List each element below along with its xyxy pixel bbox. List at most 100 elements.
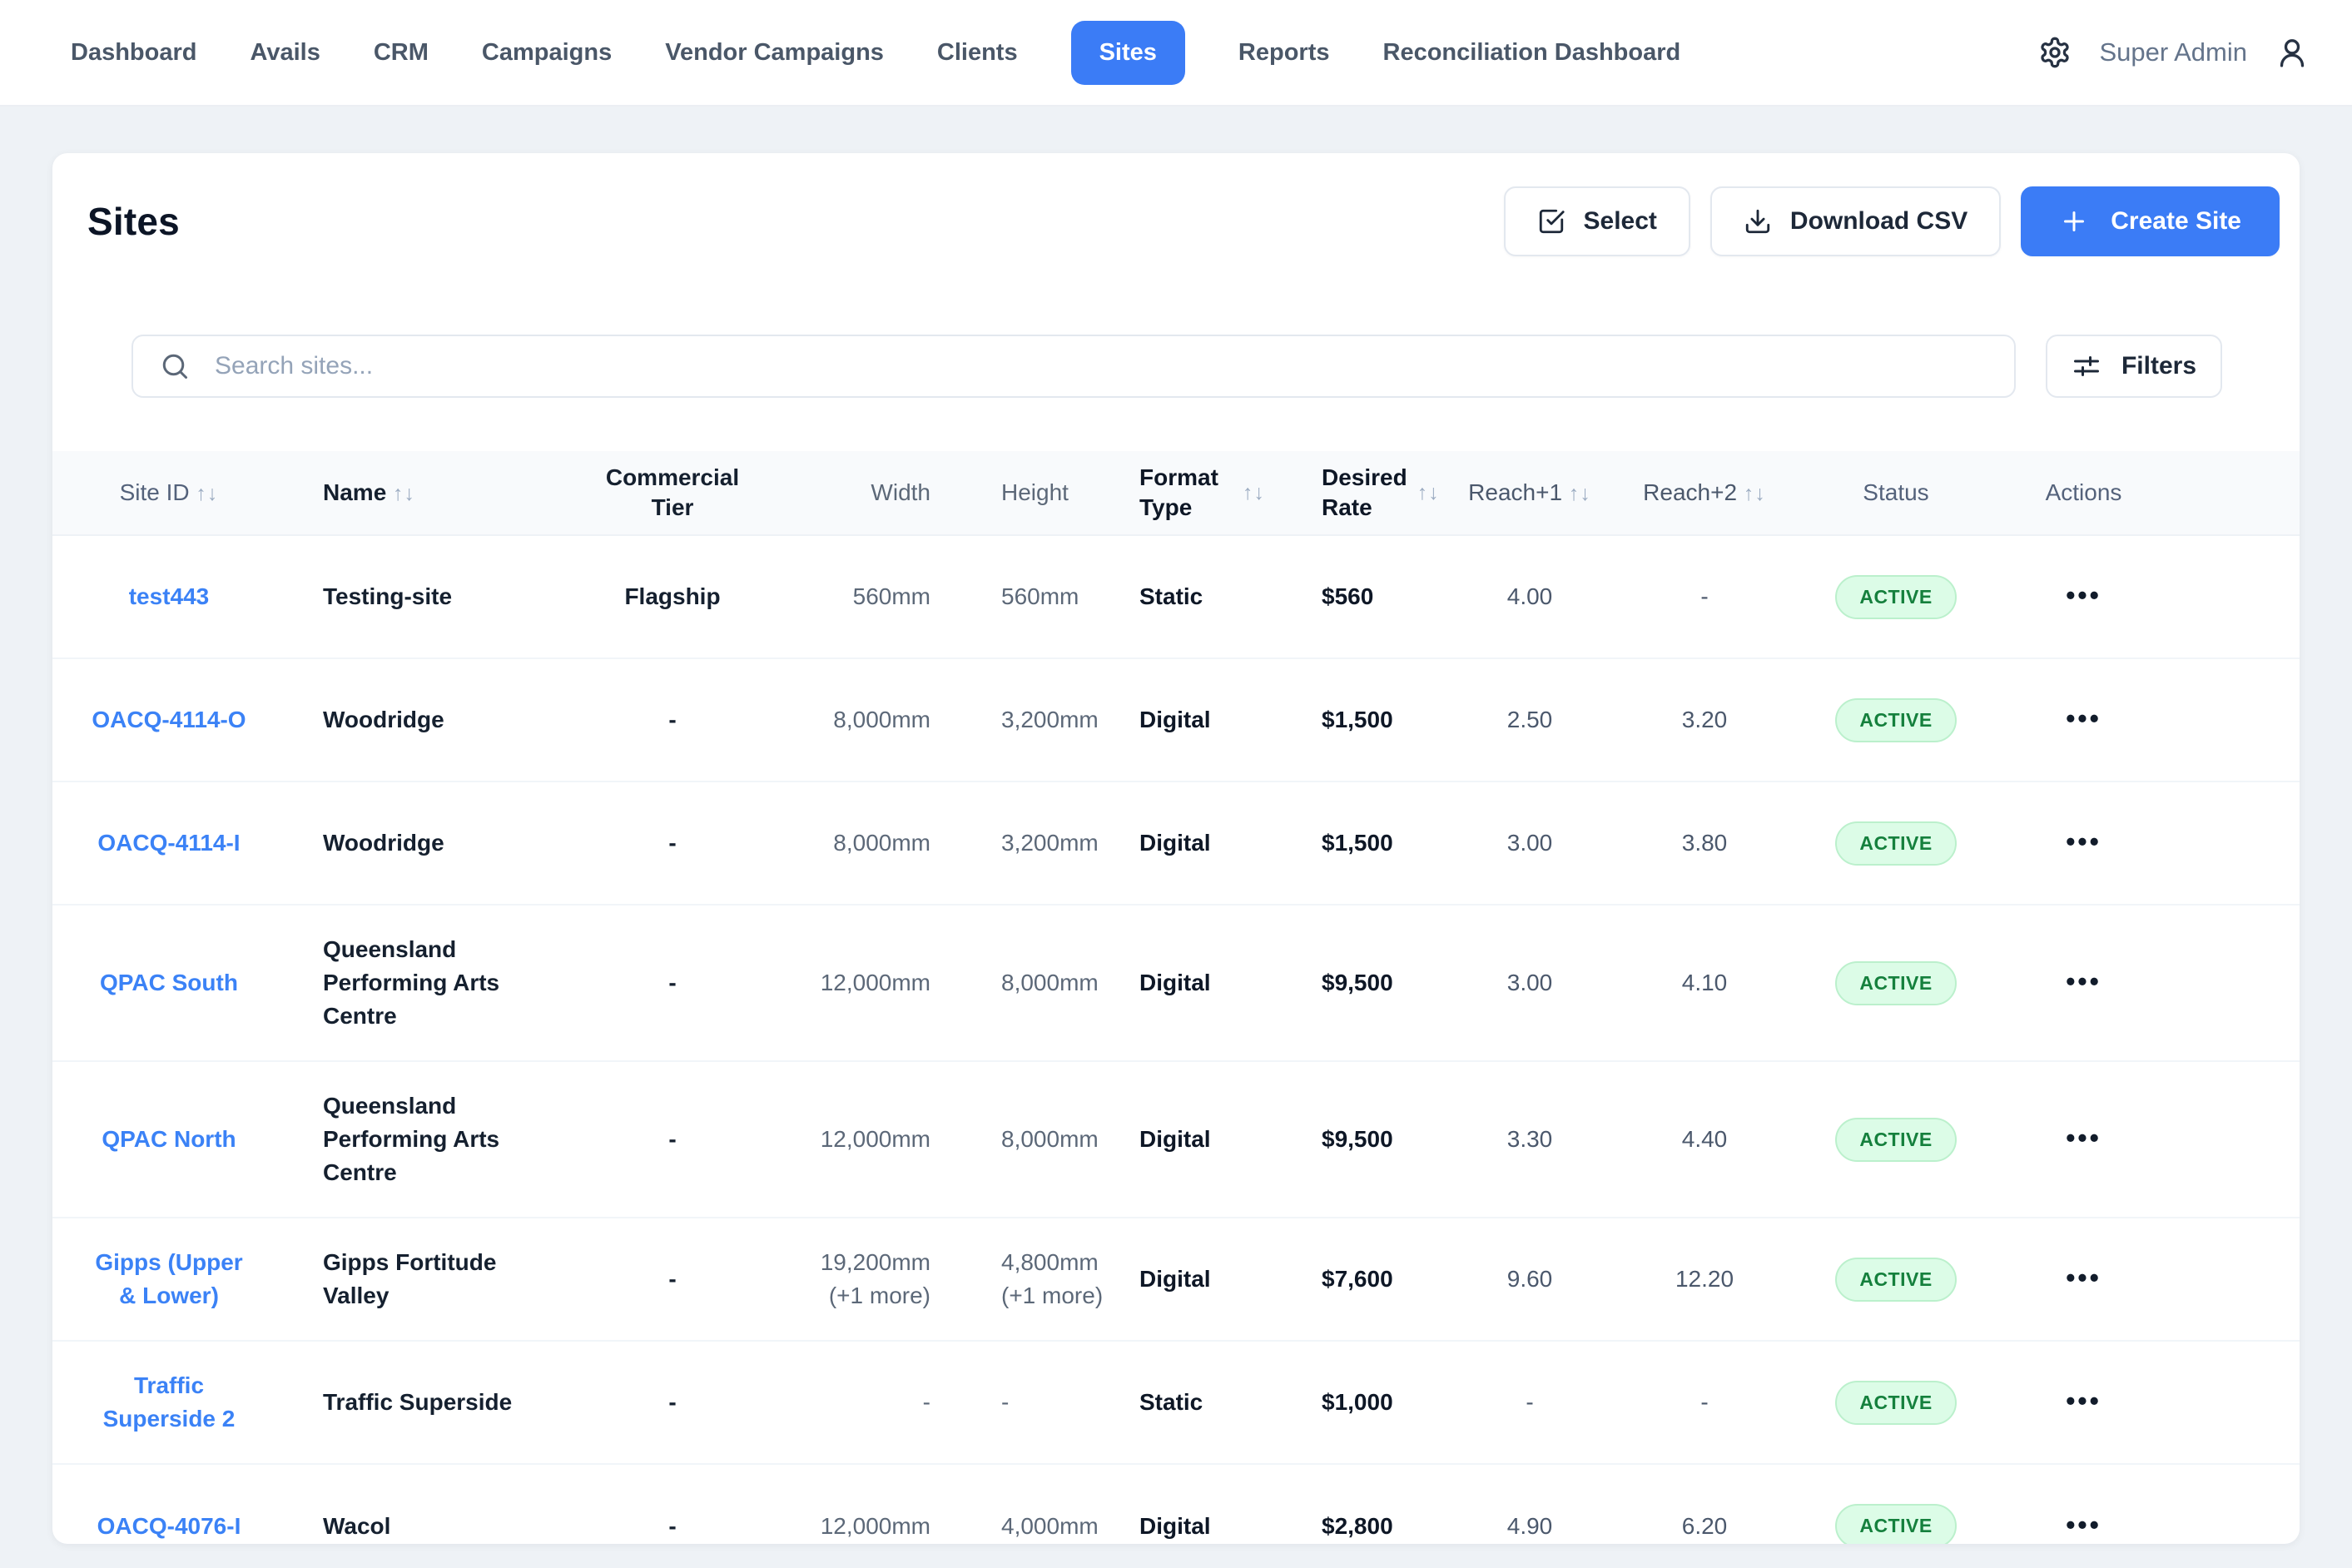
site-name: Traffic Superside	[323, 1389, 512, 1415]
reach-plus-2-value: 12.20	[1675, 1266, 1734, 1292]
format-type-value: Digital	[1139, 830, 1211, 856]
create-site-button[interactable]: Create Site	[2021, 186, 2280, 256]
site-name: Queensland Performing Arts Centre	[323, 1093, 499, 1185]
sort-icons[interactable]: ↑↓	[1744, 482, 1766, 505]
row-actions-ellipsis-icon[interactable]: •••	[2066, 1264, 2101, 1291]
row-actions-ellipsis-icon[interactable]: •••	[2066, 1387, 2101, 1414]
height-value: 8,000mm	[1001, 1123, 1099, 1156]
commercial-tier-value: -	[668, 1126, 676, 1152]
sort-icons[interactable]: ↑↓	[1569, 482, 1591, 505]
commercial-tier-value: -	[668, 1513, 676, 1539]
filters-sliders-icon	[2072, 351, 2101, 381]
desired-rate-value: $1,500	[1322, 830, 1393, 856]
site-id-link[interactable]: QPAC South	[100, 966, 238, 1000]
site-id-link[interactable]: OACQ-4114-I	[97, 826, 240, 860]
format-type-value: Digital	[1139, 970, 1211, 995]
settings-gear-icon[interactable]	[2038, 36, 2072, 69]
download-icon	[1744, 207, 1772, 236]
reach-plus-2-value: -	[1700, 583, 1708, 609]
format-type-value: Static	[1139, 1389, 1203, 1415]
commercial-tier-value: -	[668, 707, 676, 732]
filters-button[interactable]: Filters	[2046, 335, 2222, 398]
nav-item-sites[interactable]: Sites	[1071, 21, 1185, 85]
column-header-status: Status	[1796, 451, 1996, 535]
card-header: Sites Select Download CSV	[52, 153, 2300, 256]
width-extra: (+1 more)	[829, 1279, 930, 1312]
column-header-format-type[interactable]: Format Type ↑↓	[1126, 451, 1288, 535]
site-id-link[interactable]: QPAC North	[102, 1123, 236, 1156]
nav-item-avails[interactable]: Avails	[250, 39, 320, 67]
row-actions-ellipsis-icon[interactable]: •••	[2066, 1124, 2101, 1151]
sort-icons[interactable]: ↑↓	[393, 482, 415, 505]
nav-item-clients[interactable]: Clients	[937, 39, 1018, 67]
user-profile-icon[interactable]	[2275, 36, 2309, 69]
nav-item-reports[interactable]: Reports	[1238, 39, 1330, 67]
column-header-reach-plus-2[interactable]: Reach+2 ↑↓	[1613, 451, 1796, 535]
create-site-label: Create Site	[2111, 207, 2241, 236]
nav-user-area: Super Admin	[2038, 36, 2310, 69]
row-actions-ellipsis-icon[interactable]: •••	[2066, 1511, 2101, 1538]
nav-item-crm[interactable]: CRM	[374, 39, 429, 67]
sort-icons[interactable]: ↑↓	[1417, 478, 1440, 508]
status-badge: ACTIVE	[1835, 821, 1956, 866]
select-button-label: Select	[1584, 207, 1657, 236]
select-button[interactable]: Select	[1504, 186, 1690, 256]
status-badge: ACTIVE	[1835, 961, 1956, 1005]
width-value: 12,000mm	[821, 1510, 930, 1543]
row-actions-ellipsis-icon[interactable]: •••	[2066, 705, 2101, 732]
site-name: Testing-site	[323, 583, 452, 609]
reach-plus-2-value: 6.20	[1682, 1513, 1728, 1539]
site-id-link[interactable]: test443	[129, 580, 210, 613]
sort-icons[interactable]: ↑↓	[1243, 478, 1265, 508]
site-name: Queensland Performing Arts Centre	[323, 936, 499, 1029]
width-value: 12,000mm	[821, 966, 930, 1000]
row-actions-ellipsis-icon[interactable]: •••	[2066, 968, 2101, 995]
reach-plus-1-value: 9.60	[1507, 1266, 1553, 1292]
commercial-tier-value: -	[668, 1266, 676, 1292]
reach-plus-2-value: 3.80	[1682, 830, 1728, 856]
table-row: Traffic Superside 2 Traffic Superside - …	[52, 1341, 2300, 1464]
nav-item-reconciliation-dashboard[interactable]: Reconciliation Dashboard	[1383, 39, 1681, 67]
site-id-link[interactable]: Traffic Superside 2	[90, 1369, 248, 1436]
height-extra: (+1 more)	[1001, 1279, 1103, 1312]
site-id-link[interactable]: OACQ-4076-I	[97, 1510, 241, 1543]
nav-item-vendor-campaigns[interactable]: Vendor Campaigns	[665, 39, 884, 67]
site-id-link[interactable]: OACQ-4114-O	[92, 703, 246, 737]
filters-label: Filters	[2121, 352, 2196, 380]
reach-plus-1-value: 2.50	[1507, 707, 1553, 732]
desired-rate-value: $1,500	[1322, 707, 1393, 732]
row-actions-ellipsis-icon[interactable]: •••	[2066, 582, 2101, 608]
column-header-name[interactable]: Name ↑↓	[285, 451, 560, 535]
status-badge: ACTIVE	[1835, 698, 1956, 742]
nav-item-dashboard[interactable]: Dashboard	[71, 39, 196, 67]
download-csv-button[interactable]: Download CSV	[1710, 186, 2001, 256]
status-badge: ACTIVE	[1835, 1258, 1956, 1302]
height-value: 4,000mm	[1001, 1510, 1099, 1543]
sort-icons[interactable]: ↑↓	[196, 482, 218, 505]
column-header-site-id[interactable]: Site ID ↑↓	[52, 451, 285, 535]
site-name: Woodridge	[323, 830, 444, 856]
commercial-tier-value: Flagship	[624, 583, 720, 609]
column-header-reach-plus-1[interactable]: Reach+1 ↑↓	[1446, 451, 1613, 535]
width-value: 19,200mm	[821, 1246, 930, 1279]
desired-rate-value: $9,500	[1322, 1126, 1393, 1152]
table-row: QPAC North Queensland Performing Arts Ce…	[52, 1061, 2300, 1218]
site-id-link[interactable]: Gipps (Upper & Lower)	[90, 1246, 248, 1312]
table-row: Gipps (Upper & Lower) Gipps Fortitude Va…	[52, 1218, 2300, 1341]
desired-rate-value: $9,500	[1322, 970, 1393, 995]
sites-card: Sites Select Download CSV	[52, 153, 2300, 1544]
commercial-tier-value: -	[668, 830, 676, 856]
width-value: 12,000mm	[821, 1123, 930, 1156]
search-input[interactable]	[131, 335, 2016, 398]
desired-rate-value: $1,000	[1322, 1389, 1393, 1415]
column-header-commercial-tier: Commercial Tier	[560, 451, 785, 535]
column-header-height: Height	[955, 451, 1126, 535]
search-icon	[160, 351, 190, 381]
column-header-desired-rate[interactable]: Desired Rate ↑↓	[1288, 451, 1446, 535]
reach-plus-2-value: 3.20	[1682, 707, 1728, 732]
nav-item-campaigns[interactable]: Campaigns	[482, 39, 612, 67]
row-actions-ellipsis-icon[interactable]: •••	[2066, 828, 2101, 855]
table-row: test443 Testing-site Flagship 560mm 560m…	[52, 535, 2300, 658]
column-header-width: Width	[785, 451, 955, 535]
commercial-tier-value: -	[668, 970, 676, 995]
